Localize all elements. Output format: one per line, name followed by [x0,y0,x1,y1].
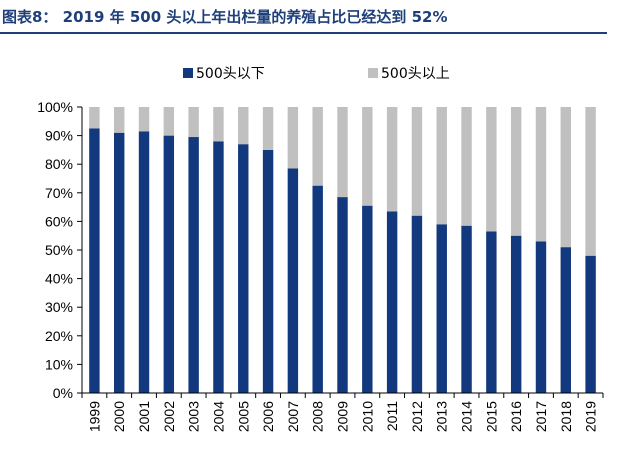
bar-below-500-2003 [188,137,199,393]
bar-above-500-2012 [411,107,423,216]
plot-area [89,107,596,394]
x-tick-label: 2018 [558,401,574,432]
x-tick-label: 2003 [186,401,202,432]
bar-below-500-2002 [163,135,175,393]
bar-above-500-2010 [362,107,373,206]
x-tick-label: 2004 [210,401,226,432]
x-tick-label: 2001 [136,401,152,432]
bar-above-500-2001 [138,107,150,132]
bar-below-500-2011 [386,211,398,393]
y-tick-label: 30% [45,299,73,315]
bar-below-500-2013 [436,224,447,393]
bar-above-500-2004 [213,107,224,142]
x-tick-label: 2011 [384,401,400,431]
title-bar: 图表8： 2019 年 500 头以上年出栏量的养殖占比已经达到 52% [0,0,607,34]
y-tick-label: 0% [53,385,73,401]
x-tick-label: 2016 [508,401,524,432]
x-tick-label: 2019 [583,401,599,432]
y-axis: 0% 10% 20% 30% 40% 50% 60% 70% 80% 90% 100% [37,99,83,401]
x-tick-label: 1999 [86,401,102,432]
x-tick-label: 2006 [260,401,276,432]
bar-above-500-2017 [535,107,547,242]
legend-swatch-above [368,68,378,78]
x-axis: 1999 2000 2001 2002 2003 2004 2005 2006 2007 2008… [81,392,604,432]
bar-below-500-2017 [535,241,547,393]
bar-below-500-2012 [411,215,423,393]
bar-above-500-2006 [262,107,274,150]
x-tick-label: 2017 [533,401,549,432]
y-tick-label: 100% [37,99,73,115]
legend-label-above: 500头以上 [381,66,450,82]
bar-below-500-2009 [337,197,348,393]
y-tick-label: 80% [45,156,73,172]
x-tick-label: 2014 [459,401,475,432]
bar-above-500-2015 [486,107,497,232]
bar-above-500-2013 [436,107,447,225]
bar-below-500-2000 [114,132,125,394]
bar-below-500-2015 [486,231,497,393]
bar-below-500-1999 [89,128,100,393]
x-tick-label: 2007 [285,401,301,432]
bar-below-500-2008 [312,185,323,393]
bar-below-500-2019 [585,255,596,393]
bar-above-500-2009 [337,107,348,198]
x-tick-label: 2000 [111,401,127,432]
bar-below-500-2016 [510,235,522,393]
bar-below-500-2006 [262,149,274,393]
bar-below-500-2018 [560,247,571,393]
y-tick-label: 40% [45,271,73,287]
bar-above-500-1999 [89,107,100,129]
bar-above-500-2014 [461,107,472,226]
x-tick-label: 2012 [409,401,425,432]
legend-swatch-below [183,68,193,78]
bar-above-500-2002 [163,107,175,136]
y-tick-label: 70% [45,185,73,201]
bar-below-500-2005 [238,144,249,393]
x-tick-label: 2002 [161,401,177,432]
x-tick-label: 2009 [335,401,351,432]
x-tick-label: 2013 [434,401,450,432]
y-tick-label: 60% [45,213,73,229]
bar-above-500-2007 [287,107,299,169]
y-tick-label: 10% [45,356,73,372]
bar-below-500-2001 [138,131,150,393]
bar-above-500-2016 [510,107,522,236]
legend: 500头以下 500头以上 [183,66,450,82]
y-tick-label: 90% [45,128,73,144]
bar-above-500-2003 [188,107,199,138]
bar-below-500-2007 [287,168,299,393]
legend-label-below: 500头以下 [196,66,265,82]
x-tick-label: 2005 [235,401,251,432]
bar-above-500-2011 [386,107,398,212]
bar-above-500-2019 [585,107,596,256]
y-tick-label: 20% [45,328,73,344]
chart-title: 图表8： 2019 年 500 头以上年出栏量的养殖占比已经达到 52% [2,8,448,26]
bar-below-500-2010 [362,205,373,393]
bar-below-500-2014 [461,225,472,393]
bar-above-500-2005 [238,107,249,145]
y-tick-label: 50% [45,242,73,258]
bar-above-500-2008 [312,107,323,186]
bar-above-500-2000 [114,107,125,133]
x-tick-label: 2015 [483,401,499,432]
bar-below-500-2004 [213,141,224,393]
bar-above-500-2018 [560,107,571,248]
x-tick-label: 2010 [359,401,375,432]
x-tick-label: 2008 [310,401,326,432]
